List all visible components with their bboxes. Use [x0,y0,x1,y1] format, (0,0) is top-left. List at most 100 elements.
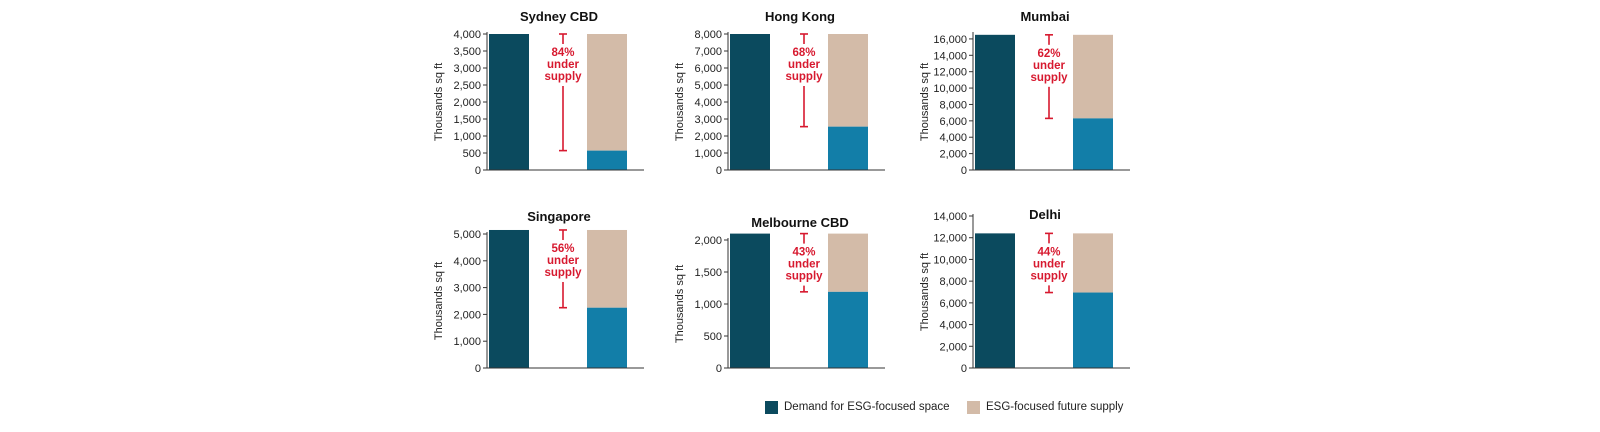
y-tick-label: 0 [475,165,481,177]
legend-label-supply: ESG-focused future supply [986,401,1124,413]
y-tick-label: 12,000 [933,67,967,79]
chart-title: Singapore [527,209,591,224]
y-tick-label: 0 [716,363,722,375]
y-axis-label: Thousands sq ft [433,262,445,340]
y-tick-label: 4,000 [694,97,722,109]
y-axis-label: Thousands sq ft [674,63,686,141]
bar-supply [1073,292,1113,368]
annotation-text: under [788,59,820,71]
bar-demand [489,229,529,368]
y-axis-label: Thousands sq ft [919,253,931,331]
y-tick-label: 6,000 [939,298,967,310]
annotation-text: 44% [1037,246,1060,258]
chart-title: Delhi [1029,207,1061,222]
y-tick-label: 0 [716,165,722,177]
chart-title: Mumbai [1020,9,1069,24]
y-tick-label: 4,000 [453,256,481,268]
annotation-text: under [547,59,579,71]
legend-item-demand: Demand for ESG-focused space [765,399,950,415]
y-tick-label: 10,000 [933,254,967,266]
y-axis-label: Thousands sq ft [674,265,686,343]
y-tick-label: 0 [961,363,967,375]
annotation-text: 68% [792,47,815,59]
y-tick-label: 3,000 [694,114,722,126]
y-tick-label: 500 [463,148,481,160]
y-tick-label: 2,000 [694,235,722,247]
legend-swatch-supply [967,400,980,414]
legend-label-demand: Demand for ESG-focused space [784,401,950,413]
bar-undersupply-gap [828,34,868,127]
y-tick-label: 8,000 [939,276,967,288]
y-tick-label: 16,000 [933,34,967,46]
annotation-text: supply [544,267,582,279]
bar-undersupply-gap [587,34,627,151]
y-tick-label: 1,500 [453,114,481,126]
annotation-text: 56% [551,243,574,255]
y-tick-label: 5,000 [694,80,722,92]
y-tick-label: 2,000 [939,341,967,353]
y-tick-label: 1,500 [694,267,722,279]
y-tick-label: 6,000 [694,63,722,75]
y-tick-label: 4,000 [453,29,481,41]
y-tick-label: 2,000 [694,131,722,143]
annotation-text: 43% [792,247,815,259]
bar-demand [730,233,770,368]
y-tick-label: 3,000 [453,283,481,295]
bar-demand [975,233,1015,368]
chart-title: Hong Kong [765,9,835,24]
y-tick-label: 500 [704,331,722,343]
bar-demand [975,34,1015,171]
legend-swatch-demand [765,400,778,414]
y-tick-label: 6,000 [939,116,967,128]
legend-item-supply: ESG-focused future supply [967,399,1123,415]
bar-undersupply-gap [1073,233,1113,293]
y-tick-label: 2,500 [453,80,481,92]
annotation-text: under [1033,258,1065,270]
bar-undersupply-gap [587,229,627,308]
annotation-text: supply [1030,72,1068,84]
annotation-text: supply [785,271,823,283]
bar-supply [1073,118,1113,170]
y-tick-label: 2,000 [453,309,481,321]
annotation-text: under [1033,60,1065,72]
y-tick-label: 4,000 [939,320,967,332]
annotation-text: under [547,255,579,267]
y-tick-label: 4,000 [939,132,967,144]
bar-undersupply-gap [1073,34,1113,119]
y-tick-label: 3,500 [453,46,481,58]
y-tick-label: 10,000 [933,83,967,95]
y-tick-label: 14,000 [933,211,967,223]
annotation-text: supply [544,71,582,83]
y-tick-label: 14,000 [933,50,967,62]
y-tick-label: 7,000 [694,46,722,58]
annotation-text: supply [1030,270,1068,282]
y-tick-label: 1,000 [453,336,481,348]
annotation-text: 84% [551,47,574,59]
y-tick-label: 5,000 [453,229,481,241]
y-tick-label: 2,000 [939,149,967,161]
bar-supply [587,150,627,170]
y-tick-label: 1,000 [694,148,722,160]
chart-title: Sydney CBD [520,9,598,24]
annotation-text: under [788,259,820,271]
y-tick-label: 8,000 [694,29,722,41]
annotation-text: 62% [1037,48,1060,60]
bar-supply [587,307,627,368]
bar-demand [489,34,529,170]
y-tick-label: 8,000 [939,99,967,111]
bar-supply [828,291,868,368]
bar-supply [828,126,868,170]
y-tick-label: 1,000 [694,299,722,311]
y-tick-label: 1,000 [453,131,481,143]
y-tick-label: 0 [961,165,967,177]
y-tick-label: 3,000 [453,63,481,75]
bar-undersupply-gap [828,233,868,292]
y-axis-label: Thousands sq ft [919,63,931,141]
bar-demand [730,34,770,170]
chart-title: Melbourne CBD [751,215,849,230]
y-tick-label: 2,000 [453,97,481,109]
annotation-text: supply [785,71,823,83]
y-axis-label: Thousands sq ft [433,63,445,141]
y-tick-label: 12,000 [933,233,967,245]
